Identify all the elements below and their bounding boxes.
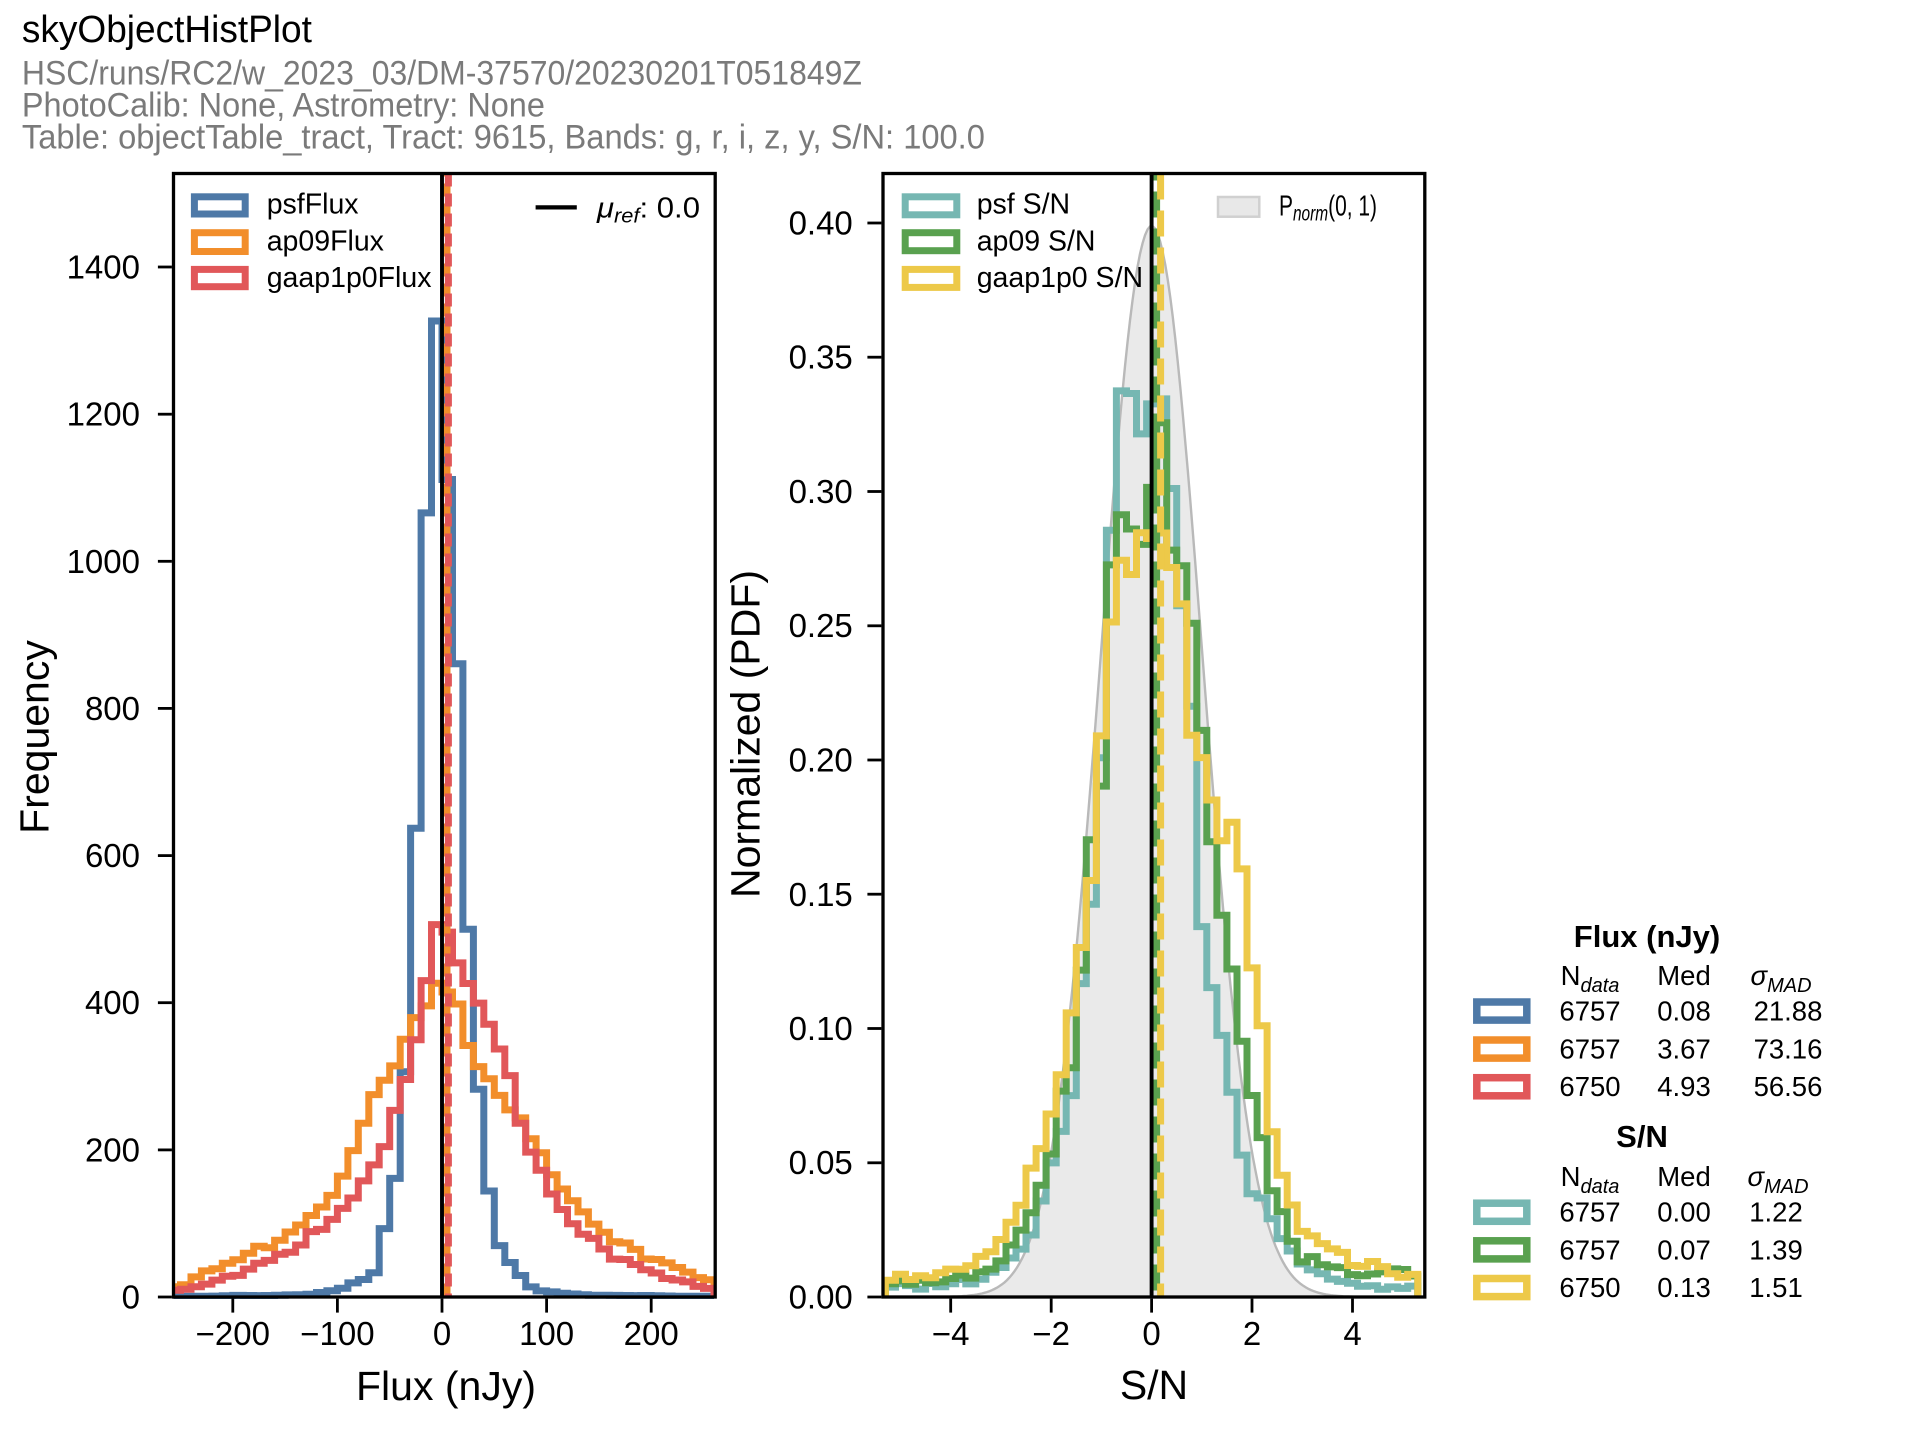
svg-text:6750: 6750 [1559, 1071, 1620, 1102]
svg-text:0: 0 [1142, 1315, 1160, 1352]
svg-text:600: 600 [85, 837, 140, 874]
svg-text:gaap1p0 S/N: gaap1p0 S/N [977, 262, 1143, 294]
svg-text:0.00: 0.00 [789, 1279, 853, 1316]
svg-text:S/N: S/N [1120, 1362, 1188, 1408]
svg-text:Flux (nJy): Flux (nJy) [1574, 919, 1720, 954]
svg-text:2: 2 [1243, 1315, 1261, 1352]
svg-text:6757: 6757 [1559, 1234, 1620, 1265]
svg-text:0.25: 0.25 [789, 607, 853, 644]
svg-text:800: 800 [85, 690, 140, 727]
svg-text:Frequency: Frequency [11, 640, 57, 834]
svg-text:6757: 6757 [1559, 1034, 1620, 1065]
svg-text:psf S/N: psf S/N [977, 189, 1070, 221]
svg-text:0.10: 0.10 [789, 1010, 853, 1047]
svg-text:0.07: 0.07 [1657, 1234, 1711, 1265]
svg-text:PhotoCalib: None, Astrometry:: PhotoCalib: None, Astrometry: None [22, 87, 545, 125]
svg-text:Flux (nJy): Flux (nJy) [356, 1363, 536, 1409]
svg-text:0.20: 0.20 [789, 742, 853, 779]
svg-text:1.22: 1.22 [1749, 1197, 1803, 1228]
svg-text:1.51: 1.51 [1749, 1272, 1803, 1303]
svg-text:skyObjectHistPlot: skyObjectHistPlot [22, 9, 312, 51]
svg-text:0.00: 0.00 [1657, 1197, 1711, 1228]
svg-text:1200: 1200 [67, 396, 140, 433]
svg-text:200: 200 [85, 1131, 140, 1168]
svg-text:0.30: 0.30 [789, 473, 853, 510]
svg-text:HSC/runs/RC2/w_2023_03/DM-3757: HSC/runs/RC2/w_2023_03/DM-37570/20230201… [22, 55, 862, 93]
svg-text:0.40: 0.40 [789, 205, 853, 242]
svg-text:1400: 1400 [67, 249, 140, 286]
svg-text:μref: 0.0: μref: 0.0 [596, 192, 700, 227]
svg-text:0.08: 0.08 [1657, 996, 1711, 1027]
svg-text:σMAD: σMAD [1750, 960, 1811, 997]
svg-text:1000: 1000 [67, 543, 140, 580]
svg-text:400: 400 [85, 984, 140, 1021]
svg-text:3.67: 3.67 [1657, 1034, 1711, 1065]
svg-text:0: 0 [433, 1315, 451, 1352]
svg-text:73.16: 73.16 [1754, 1034, 1823, 1065]
svg-text:0.13: 0.13 [1657, 1272, 1711, 1303]
svg-text:gaap1p0Flux: gaap1p0Flux [267, 262, 432, 294]
svg-text:−4: −4 [932, 1315, 970, 1352]
svg-text:−2: −2 [1032, 1315, 1070, 1352]
svg-text:200: 200 [624, 1315, 679, 1352]
svg-text:0.05: 0.05 [789, 1144, 853, 1181]
svg-text:Ndata: Ndata [1561, 1161, 1620, 1198]
svg-text:56.56: 56.56 [1754, 1071, 1823, 1102]
svg-text:21.88: 21.88 [1754, 996, 1823, 1027]
svg-text:0.15: 0.15 [789, 876, 853, 913]
svg-text:σMAD: σMAD [1747, 1161, 1808, 1198]
svg-text:−200: −200 [196, 1315, 270, 1352]
svg-text:Normalized (PDF): Normalized (PDF) [723, 570, 769, 898]
svg-text:ap09Flux: ap09Flux [267, 225, 384, 257]
svg-text:Med: Med [1657, 1161, 1711, 1192]
svg-text:1.39: 1.39 [1749, 1234, 1803, 1265]
svg-text:0: 0 [122, 1279, 140, 1316]
svg-text:Med: Med [1657, 960, 1711, 991]
svg-text:Table: objectTable_tract, Trac: Table: objectTable_tract, Tract: 9615, B… [22, 119, 985, 157]
svg-text:−100: −100 [300, 1315, 374, 1352]
svg-text:6757: 6757 [1559, 1197, 1620, 1228]
svg-text:0.35: 0.35 [789, 339, 853, 376]
svg-text:6750: 6750 [1559, 1272, 1620, 1303]
svg-text:4: 4 [1343, 1315, 1361, 1352]
svg-text:psfFlux: psfFlux [267, 189, 359, 221]
svg-text:ap09 S/N: ap09 S/N [977, 225, 1096, 257]
svg-text:S/N: S/N [1616, 1119, 1668, 1154]
svg-text:6757: 6757 [1559, 996, 1620, 1027]
svg-text:100: 100 [519, 1315, 574, 1352]
svg-text:4.93: 4.93 [1657, 1071, 1711, 1102]
